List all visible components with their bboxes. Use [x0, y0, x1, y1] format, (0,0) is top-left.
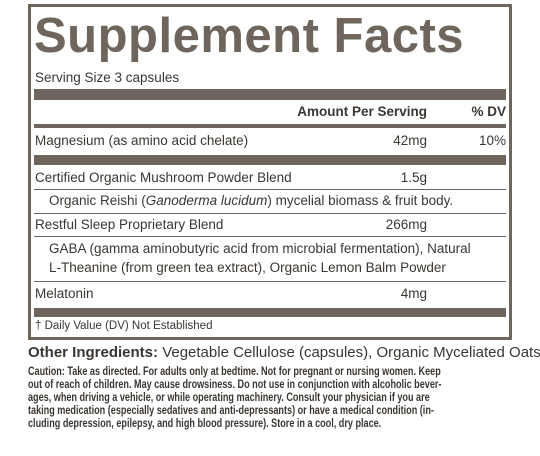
divider — [34, 124, 506, 128]
nutrient-amount: 4mg — [400, 286, 427, 301]
row-line — [34, 189, 506, 190]
footnote: † Daily Value (DV) Not Established — [35, 320, 213, 332]
caution-line: Caution: Take as directed. For adults on… — [28, 366, 441, 378]
row-line — [34, 213, 506, 214]
nutrient-dv: 10% — [478, 133, 506, 148]
text: Vegetable Cellulose (capsules), Organic … — [162, 344, 540, 361]
amount-header: Amount Per Serving — [297, 104, 427, 119]
label: Other Ingredients: — [28, 344, 159, 361]
row-line — [34, 281, 506, 282]
label-border — [28, 4, 512, 340]
nutrient-name: Restful Sleep Proprietary Blend — [35, 217, 224, 232]
text: ) mycelial biomass & fruit body. — [267, 193, 454, 208]
ingredient-detail: L-Theanine (from green tea extract), Org… — [49, 260, 446, 275]
nutrient-name: Magnesium (as amino acid chelate) — [35, 133, 249, 148]
nutrient-name: Certified Organic Mushroom Powder Blend — [35, 170, 292, 185]
text: Organic Reishi ( — [49, 193, 146, 208]
dv-header: % DV — [471, 104, 506, 119]
row-line — [34, 236, 506, 237]
divider — [34, 308, 506, 317]
ingredient-detail: GABA (gamma aminobutyric acid from micro… — [49, 241, 471, 256]
ingredient-detail: Organic Reishi (Ganoderma lucidum) mycel… — [49, 193, 453, 208]
nutrient-amount: 1.5g — [400, 170, 427, 185]
caution-line: taking medication (especially sedatives … — [28, 405, 434, 417]
nutrient-amount: 42mg — [393, 133, 427, 148]
title: Supplement Facts — [34, 9, 465, 63]
nutrient-amount: 266mg — [385, 217, 427, 232]
divider — [34, 89, 506, 100]
divider — [34, 155, 506, 165]
serving-size: Serving Size 3 capsules — [35, 70, 180, 85]
nutrient-name: Melatonin — [35, 286, 94, 301]
latin-name: Ganoderma lucidum — [145, 193, 268, 208]
other-ingredients: Other Ingredients: Vegetable Cellulose (… — [28, 344, 540, 361]
caution-line: out of reach of children. May cause drow… — [28, 379, 442, 391]
caution-line: cluding depression, epilepsy, and high b… — [28, 418, 382, 430]
caution-line: ages, when driving a vehicle, or while o… — [28, 392, 430, 404]
